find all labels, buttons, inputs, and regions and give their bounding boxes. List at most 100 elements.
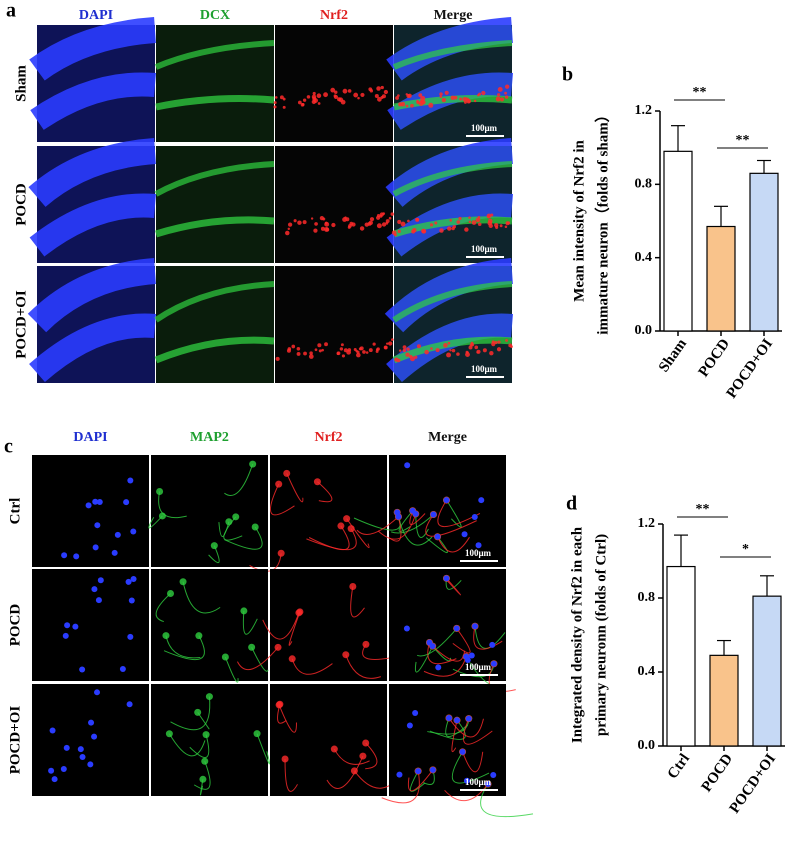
nrf2-dot: [273, 105, 277, 109]
nrf2-dot: [469, 343, 473, 347]
nrf2-dot: [375, 348, 379, 352]
image-bg: [151, 569, 268, 681]
soma: [195, 632, 203, 640]
row-label: POCD+OI: [7, 706, 23, 775]
dapi-band: [386, 313, 514, 383]
neurite: [362, 644, 395, 660]
neurite: [427, 642, 457, 665]
nrf2-dot: [282, 105, 286, 109]
dcx-haze: [156, 146, 274, 263]
soma: [283, 469, 291, 477]
nrf2-dot: [324, 221, 328, 225]
image-bg: [389, 455, 506, 567]
nrf2-dot: [357, 96, 360, 100]
nrf2-dot: [339, 347, 344, 351]
nrf2-dot: [325, 227, 330, 232]
nrf2-dot: [374, 93, 379, 99]
neurite: [407, 769, 434, 792]
panel-letter: d: [566, 493, 577, 515]
significance-label: **: [696, 502, 710, 517]
neurite: [284, 758, 298, 792]
nrf2-dot: [487, 220, 493, 226]
nrf2-dot: [347, 348, 352, 352]
image-bg: [275, 146, 393, 263]
nrf2-dot: [477, 222, 482, 227]
scale-bar-label: 100μm: [465, 662, 492, 672]
nrf2-dot: [466, 98, 472, 104]
y-tick-label: 0.0: [635, 323, 653, 338]
nucleus: [127, 633, 134, 640]
y-axis-label: primary neuronn (folds of Ctrl): [593, 534, 609, 736]
nucleus: [48, 767, 55, 774]
nucleus: [94, 522, 101, 529]
neurite: [409, 510, 426, 526]
nrf2-dot: [430, 347, 433, 350]
soma: [313, 478, 321, 486]
neurite: [218, 521, 230, 538]
neurite: [437, 536, 470, 553]
nrf2-dot: [400, 101, 406, 107]
dcx-band: [392, 161, 513, 197]
nrf2-dot: [478, 92, 482, 96]
neurite: [288, 611, 301, 646]
neurite: [242, 610, 258, 635]
x-tick-label: Ctrl: [665, 751, 693, 782]
nrf2-dot: [406, 347, 410, 351]
neurite: [262, 612, 300, 640]
dapi-band: [27, 258, 157, 333]
nrf2-dot: [338, 97, 344, 103]
nrf2-dot: [510, 345, 513, 348]
neurite: [224, 656, 239, 683]
x-tick-label: POCD: [699, 751, 737, 795]
neurite: [291, 658, 333, 675]
image-bg: [275, 25, 393, 142]
scale-bar-label: 100μm: [465, 777, 492, 787]
nucleus: [490, 772, 497, 779]
nrf2-dot: [356, 352, 361, 358]
nucleus: [429, 766, 436, 773]
nrf2-dot: [314, 348, 318, 352]
nrf2-dot: [381, 222, 387, 227]
soma: [281, 755, 289, 763]
nucleus: [404, 462, 411, 469]
nrf2-dot: [504, 95, 509, 99]
nrf2-dot: [368, 220, 373, 225]
dcx-band: [392, 40, 513, 70]
nrf2-dot: [414, 355, 418, 359]
nrf2-dot: [306, 95, 311, 99]
nucleus: [490, 660, 497, 667]
nrf2-dot: [364, 222, 369, 227]
dapi-band: [29, 193, 157, 257]
nrf2-dot: [402, 348, 407, 353]
soma: [232, 513, 240, 521]
nrf2-dot: [415, 217, 420, 222]
dapi-band: [30, 72, 157, 131]
neurite: [223, 516, 243, 541]
nucleus: [77, 746, 84, 753]
nrf2-dot: [369, 217, 375, 222]
dapi-haze: [37, 266, 155, 383]
nrf2-dot: [385, 219, 390, 223]
nrf2-dot: [462, 96, 468, 102]
nucleus: [412, 710, 419, 717]
nrf2-dot: [421, 228, 427, 234]
nrf2-dot: [474, 345, 479, 350]
nrf2-dot: [490, 213, 494, 217]
neurite: [208, 545, 220, 564]
nucleus: [91, 586, 98, 593]
nrf2-dot: [302, 98, 307, 102]
nucleus: [459, 748, 466, 755]
neurite: [256, 733, 271, 765]
bar: [749, 172, 779, 332]
neurite: [462, 718, 493, 745]
neurite: [270, 483, 295, 516]
soma: [201, 757, 209, 765]
nrf2-dot: [447, 341, 451, 345]
image-bg: [270, 684, 387, 796]
nrf2-dot: [416, 344, 421, 349]
panel_a: a DAPI DCX Nrf2 Merge Sham 100μm POCD 100μm POCD+…: [6, 0, 514, 383]
nrf2-dot: [365, 351, 369, 354]
nrf2-dot: [273, 101, 277, 105]
neurite: [165, 635, 201, 659]
soma: [342, 651, 350, 659]
